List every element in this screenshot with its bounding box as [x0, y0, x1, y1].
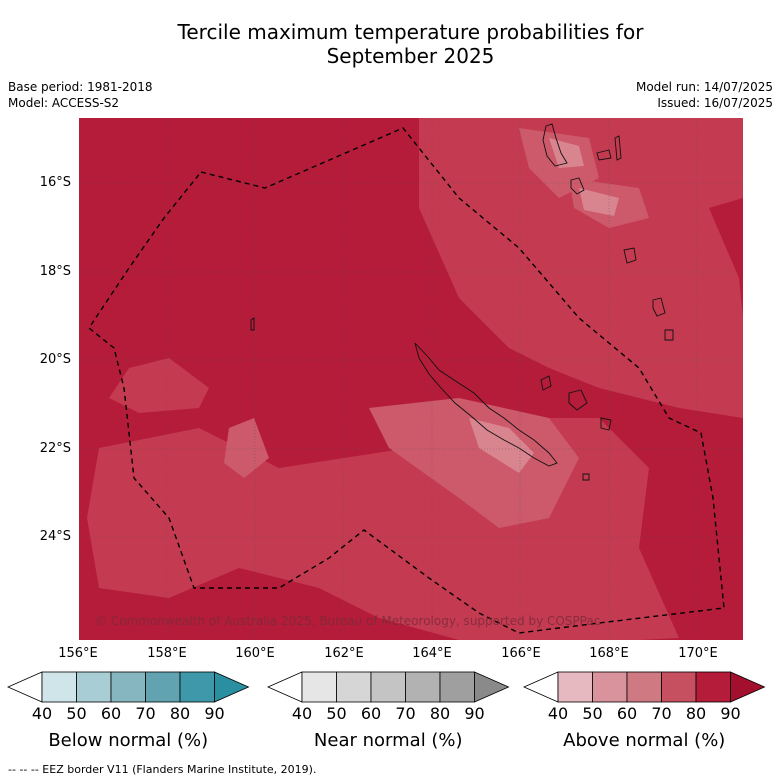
model-name: Model: ACCESS-S2 — [8, 96, 120, 110]
colorbar-segment — [592, 671, 628, 703]
vanuatu-pentecost — [614, 135, 622, 161]
colorbar-tick-label: 80 — [685, 704, 707, 723]
island-west-1 — [250, 317, 255, 331]
colorbar-title: Above normal (%) — [563, 730, 726, 751]
eez-border — [88, 127, 725, 634]
lon-label: 168°E — [589, 646, 629, 661]
probability-map — [79, 118, 743, 640]
colorbar-tick-label: 60 — [360, 704, 382, 723]
colorbar-tick-label: 90 — [464, 704, 485, 723]
new-caledonia — [414, 342, 558, 467]
loyalty-island-2 — [568, 389, 588, 411]
land-outlines — [250, 123, 674, 481]
colorbar-extend-low — [267, 671, 303, 703]
lat-label: 24°S — [39, 529, 71, 544]
colorbar-tick-label: 50 — [66, 704, 87, 723]
lon-label: 164°E — [412, 646, 452, 661]
colorbar-extend-low — [7, 671, 43, 703]
model-run: Model run: 14/07/2025 — [635, 80, 773, 94]
colorbar-tick-label: 40 — [291, 704, 313, 723]
colorbar-tick-label: 70 — [135, 704, 156, 723]
colorbar-tick-label: 70 — [395, 704, 416, 723]
colorbar-tick-label: 50 — [326, 704, 347, 723]
colorbar-tick-label: 60 — [616, 704, 638, 723]
colorbar-tick-label: 90 — [204, 704, 225, 723]
isle-of-pines — [582, 473, 590, 481]
colorbar-extend-high — [214, 671, 250, 703]
vanuatu-aneityum — [664, 329, 674, 341]
colorbar-segment — [626, 671, 662, 703]
title-line-1: Tercile maximum temperature probabilitie… — [177, 20, 644, 44]
colorbar-segment — [695, 671, 731, 703]
lat-label: 20°S — [39, 352, 71, 367]
meta-right: Model run: 14/07/2025 Issued: 16/07/2025 — [636, 79, 773, 111]
colorbar-tick-label: 80 — [169, 704, 191, 723]
colorbar-tick-label: 40 — [31, 704, 53, 723]
colorbar-tick-label: 40 — [547, 704, 569, 723]
vanuatu-santo — [542, 123, 568, 167]
colorbar-tick-label: 70 — [651, 704, 672, 723]
lon-label: 166°E — [501, 646, 541, 661]
colorbar-segment — [41, 671, 77, 703]
colorbar-extend-high — [474, 671, 510, 703]
lon-label: 170°E — [678, 646, 718, 661]
colorbar-tick-label: 80 — [429, 704, 451, 723]
chart-title: Tercile maximum temperature probabilitie… — [0, 20, 781, 68]
lon-label: 160°E — [235, 646, 275, 661]
lon-label: 162°E — [324, 646, 364, 661]
colorbar-tick-label: 60 — [100, 704, 122, 723]
vanuatu-tanna — [652, 297, 666, 317]
colorbar-segment — [179, 671, 215, 703]
colorbar-segment — [405, 671, 441, 703]
colorbar-segment — [439, 671, 475, 703]
colorbar-extend-high — [730, 671, 766, 703]
colorbar-extend-low — [523, 671, 559, 703]
eez-footnote: -- -- -- EEZ border V11 (Flanders Marine… — [8, 763, 317, 776]
colorbar-tick-label: 90 — [720, 704, 741, 723]
lon-label: 158°E — [147, 646, 187, 661]
vanuatu-malekula — [570, 177, 585, 195]
colorbar-title: Below normal (%) — [48, 730, 209, 751]
colorbar-segment — [76, 671, 112, 703]
colorbar-segment — [145, 671, 181, 703]
lat-label: 16°S — [39, 175, 71, 190]
region-50-60 — [469, 138, 619, 473]
colorbar-segment — [336, 671, 372, 703]
base-period: Base period: 1981-2018 — [8, 80, 153, 94]
copyright-notice: © Commonwealth of Australia 2025, Bureau… — [95, 614, 601, 628]
lon-label: 156°E — [58, 646, 98, 661]
colorbar-segment — [110, 671, 146, 703]
colorbar-segment — [370, 671, 406, 703]
meta-left: Base period: 1981-2018 Model: ACCESS-S2 — [8, 79, 153, 111]
colorbar-tick-label: 50 — [582, 704, 603, 723]
lat-label: 22°S — [39, 441, 71, 456]
title-line-2: September 2025 — [326, 44, 495, 68]
colorbar-title: Near normal (%) — [313, 730, 463, 751]
colorbar-segment — [301, 671, 337, 703]
vanuatu-efate — [623, 247, 637, 264]
issued-date: Issued: 16/07/2025 — [657, 96, 773, 110]
graticule — [79, 118, 743, 640]
lat-label: 18°S — [39, 264, 71, 279]
colorbar-segment — [661, 671, 697, 703]
loyalty-island-3 — [600, 417, 612, 431]
colorbars — [7, 671, 766, 703]
vanuatu-ambrym — [596, 149, 612, 161]
loyalty-island-1 — [540, 375, 552, 391]
colorbar-segment — [557, 671, 593, 703]
